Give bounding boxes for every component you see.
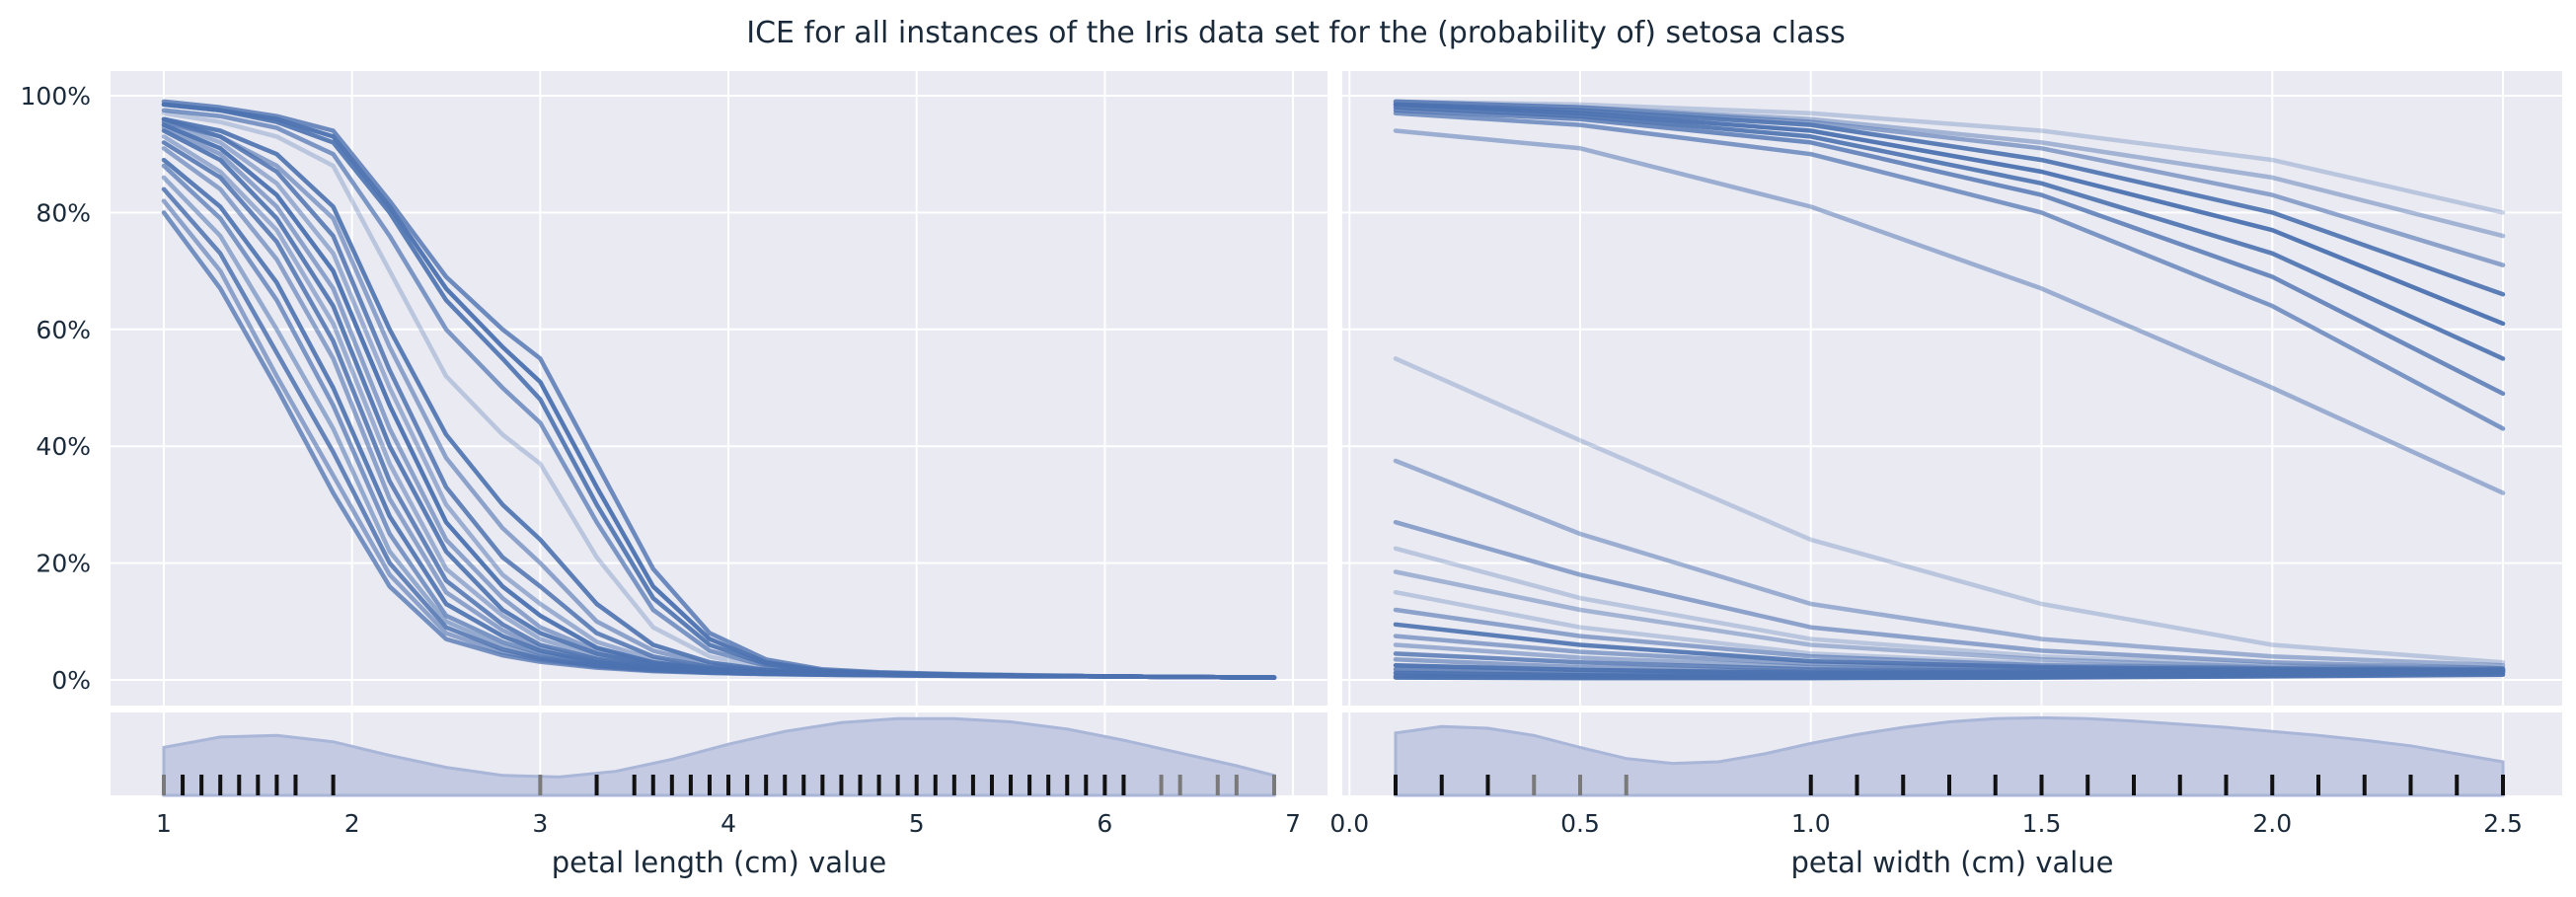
ice-line xyxy=(1393,128,2506,495)
x-tick-label: 2.5 xyxy=(2483,809,2523,838)
x-tick-label: 3 xyxy=(532,809,548,838)
y-tick-label: 40% xyxy=(36,432,91,461)
x-axis-label: petal width (cm) value xyxy=(1790,846,2113,879)
x-tick-label: 1.0 xyxy=(1791,809,1831,838)
x-tick-label: 4 xyxy=(720,809,736,838)
x-tick-label: 0.0 xyxy=(1329,809,1369,838)
ice-line xyxy=(1393,672,2506,681)
ice-line xyxy=(1393,99,2506,267)
y-tick-label: 0% xyxy=(51,666,91,695)
y-tick-label: 20% xyxy=(36,550,91,578)
ice-line xyxy=(161,210,1277,680)
petal-length-plot-area xyxy=(111,71,1327,706)
petal-width-panel: 0.0 0.5 1.0 1.5 2.0 2.5 petal width (cm) value xyxy=(1329,71,2562,879)
petal-width-ice-lines xyxy=(1393,99,2506,681)
x-tick-label: 1.5 xyxy=(2022,809,2062,838)
y-tick-label: 60% xyxy=(36,316,91,344)
x-tick-label: 5 xyxy=(909,809,925,838)
ice-line xyxy=(1393,111,2506,431)
ice-line xyxy=(1393,105,2506,361)
ice-line xyxy=(1393,108,2506,397)
x-tick-label: 1 xyxy=(156,809,172,838)
ice-line xyxy=(1393,102,2506,327)
x-tick-label: 2 xyxy=(344,809,360,838)
x-tick-label: 7 xyxy=(1285,809,1301,838)
x-tick-label: 0.5 xyxy=(1560,809,1600,838)
x-axis-label: petal length (cm) value xyxy=(552,846,887,879)
x-tick-label: 2.0 xyxy=(2252,809,2292,838)
y-tick-label: 100% xyxy=(21,82,91,111)
ice-line xyxy=(1393,458,2506,668)
ice-line xyxy=(1393,99,2506,215)
y-tick-label: 80% xyxy=(36,198,91,227)
ice-line xyxy=(1393,102,2506,297)
density-curve xyxy=(162,716,1276,797)
ice-line xyxy=(1393,356,2506,665)
ice-line xyxy=(1393,519,2506,671)
petal-length-ice-lines xyxy=(161,99,1277,680)
petal-length-panel: 1 2 3 4 5 6 7 0% 20% 40% 60% 80% 100% petal length (c… xyxy=(21,71,1327,879)
ice-line xyxy=(1393,546,2506,671)
chart-title: ICE for all instances of the Iris data s… xyxy=(746,16,1846,50)
x-tick-label: 6 xyxy=(1097,809,1112,838)
